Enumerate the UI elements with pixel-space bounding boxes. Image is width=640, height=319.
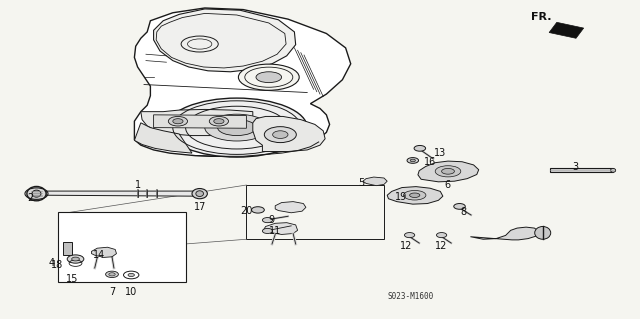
Text: 16: 16 bbox=[424, 157, 436, 167]
Text: 6: 6 bbox=[445, 180, 451, 190]
Ellipse shape bbox=[442, 168, 454, 174]
Polygon shape bbox=[549, 22, 584, 38]
Text: 12: 12 bbox=[435, 241, 448, 251]
Ellipse shape bbox=[218, 120, 256, 136]
Circle shape bbox=[214, 119, 224, 124]
Polygon shape bbox=[134, 8, 351, 156]
Ellipse shape bbox=[32, 190, 41, 197]
Text: 12: 12 bbox=[400, 241, 413, 251]
Text: 19: 19 bbox=[396, 192, 408, 202]
Text: 5: 5 bbox=[358, 178, 365, 189]
Circle shape bbox=[414, 145, 426, 151]
Polygon shape bbox=[134, 123, 192, 153]
Text: 9: 9 bbox=[269, 215, 275, 225]
Polygon shape bbox=[141, 109, 253, 136]
Polygon shape bbox=[470, 227, 539, 240]
Polygon shape bbox=[154, 115, 246, 128]
Polygon shape bbox=[92, 247, 116, 257]
Text: S023-M1600: S023-M1600 bbox=[387, 293, 433, 301]
Polygon shape bbox=[418, 161, 479, 182]
Text: 15: 15 bbox=[66, 274, 79, 284]
Text: 11: 11 bbox=[269, 226, 281, 236]
Ellipse shape bbox=[27, 186, 46, 201]
Ellipse shape bbox=[256, 72, 282, 83]
Polygon shape bbox=[387, 187, 443, 204]
Circle shape bbox=[173, 119, 183, 124]
Circle shape bbox=[262, 218, 273, 223]
Text: 8: 8 bbox=[461, 207, 467, 217]
Circle shape bbox=[67, 255, 84, 263]
Circle shape bbox=[109, 273, 115, 276]
Text: 4: 4 bbox=[48, 258, 54, 268]
Text: 14: 14 bbox=[93, 250, 106, 260]
Circle shape bbox=[128, 273, 134, 277]
Text: 10: 10 bbox=[125, 287, 138, 297]
Circle shape bbox=[436, 233, 447, 238]
Bar bbox=[246, 185, 384, 239]
Polygon shape bbox=[253, 116, 325, 152]
Ellipse shape bbox=[410, 193, 420, 197]
Text: FR.: FR. bbox=[531, 12, 552, 22]
Polygon shape bbox=[550, 168, 613, 172]
Bar bbox=[58, 212, 186, 282]
Ellipse shape bbox=[181, 36, 218, 52]
Ellipse shape bbox=[192, 189, 207, 199]
Circle shape bbox=[404, 233, 415, 238]
Circle shape bbox=[273, 131, 288, 138]
Circle shape bbox=[407, 158, 419, 163]
Ellipse shape bbox=[435, 166, 461, 177]
Circle shape bbox=[72, 257, 79, 261]
Ellipse shape bbox=[611, 168, 616, 172]
Circle shape bbox=[209, 116, 228, 126]
Text: 2: 2 bbox=[27, 193, 33, 204]
Text: 7: 7 bbox=[109, 287, 115, 297]
Ellipse shape bbox=[196, 191, 204, 197]
Ellipse shape bbox=[535, 226, 550, 239]
Circle shape bbox=[410, 159, 415, 162]
Polygon shape bbox=[46, 191, 198, 196]
Text: 17: 17 bbox=[193, 202, 206, 211]
Text: 3: 3 bbox=[573, 162, 579, 173]
Circle shape bbox=[262, 228, 273, 234]
Ellipse shape bbox=[239, 64, 300, 90]
Polygon shape bbox=[363, 177, 387, 186]
Ellipse shape bbox=[166, 98, 307, 157]
Text: 13: 13 bbox=[434, 148, 446, 158]
Circle shape bbox=[168, 116, 188, 126]
Polygon shape bbox=[264, 223, 298, 234]
Circle shape bbox=[454, 204, 465, 209]
Text: 1: 1 bbox=[134, 180, 141, 190]
Bar bbox=[63, 242, 72, 255]
Ellipse shape bbox=[404, 190, 426, 200]
Text: 18: 18 bbox=[51, 260, 63, 271]
Circle shape bbox=[106, 271, 118, 278]
Polygon shape bbox=[275, 202, 306, 213]
Ellipse shape bbox=[205, 114, 269, 141]
Circle shape bbox=[264, 127, 296, 143]
Polygon shape bbox=[154, 9, 296, 72]
Circle shape bbox=[252, 207, 264, 213]
Text: 20: 20 bbox=[241, 205, 253, 216]
